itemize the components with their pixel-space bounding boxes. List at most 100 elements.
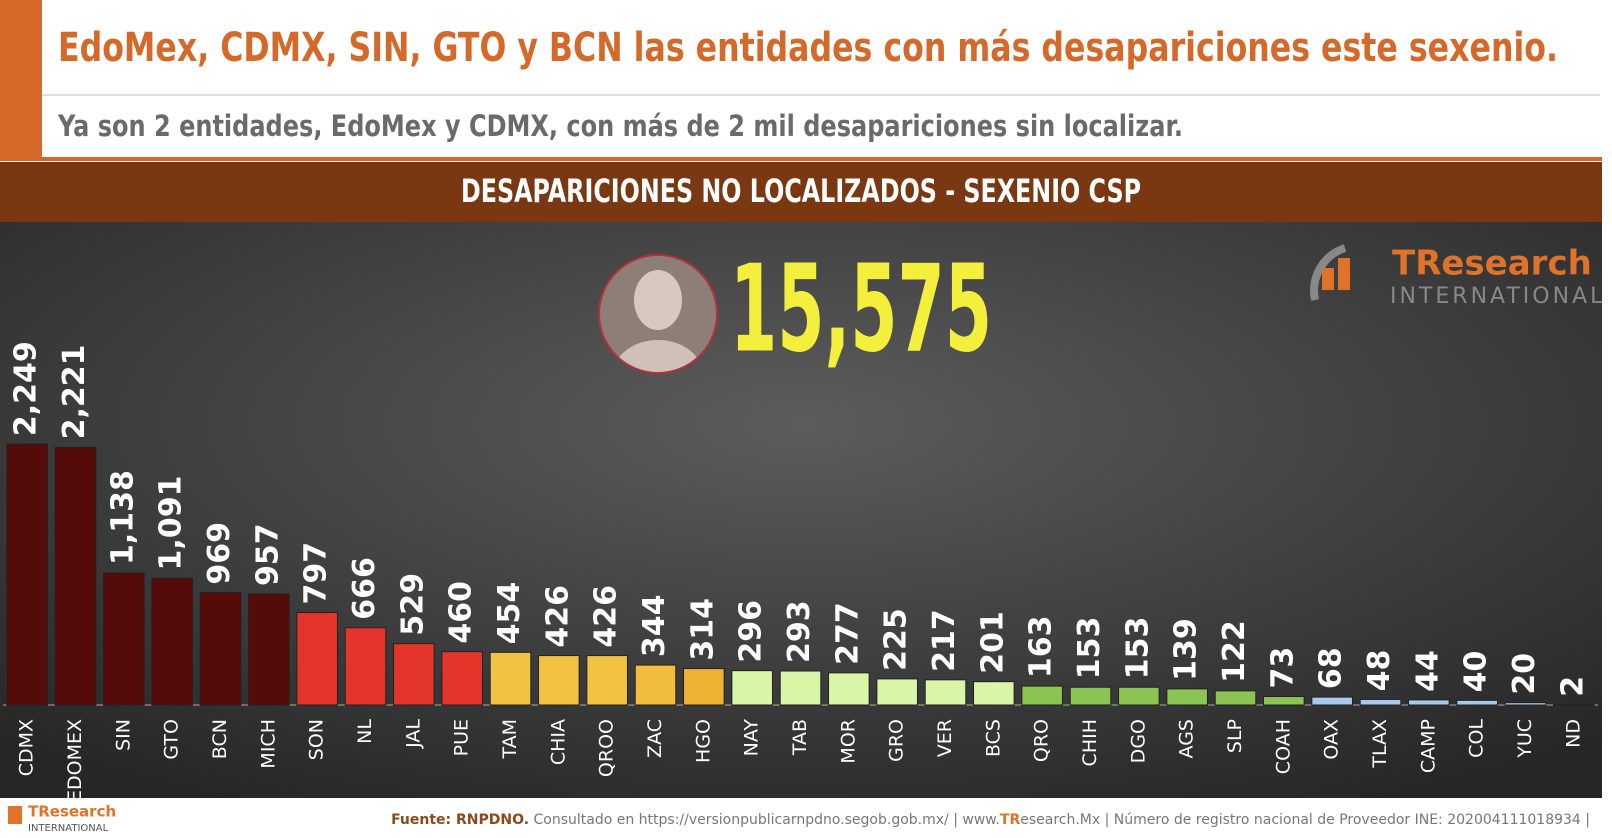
site-rest: esearch.Mx | Número de registro nacional… [1020, 812, 1590, 828]
bar [973, 681, 1015, 706]
banner [0, 162, 1602, 222]
bar [1504, 702, 1547, 706]
bar [6, 443, 48, 706]
subtitle: Ya son 2 entidades, EdoMex y CDMX, con m… [57, 109, 1183, 143]
bar [1118, 686, 1160, 706]
value-label: 217 [927, 609, 962, 672]
value-label: 44 [1410, 650, 1445, 692]
bar [1359, 698, 1402, 706]
logo-icon [1322, 268, 1334, 290]
bar [1408, 699, 1450, 706]
consulted: Consultado en https://versionpublicarnpd… [533, 812, 999, 828]
bars: 2,249 CDMX 2,221 EDOMEX 1,138 SIN 1,091 GTO 969 B… [3, 341, 1598, 802]
value-label: 153 [1072, 617, 1107, 680]
footer-logo-name: TResearch [28, 803, 116, 821]
bar [1214, 690, 1257, 706]
value-label: 293 [782, 600, 817, 663]
x-tick-label: HGO [692, 719, 714, 763]
title: EdoMex, CDMX, SIN, GTO y BCN las entidad… [58, 25, 1558, 71]
x-tick-label: NAY [741, 719, 763, 757]
value-label: 122 [1217, 620, 1252, 683]
value-label: 225 [879, 608, 914, 671]
bar [683, 668, 725, 706]
bar [296, 612, 338, 706]
bar [344, 627, 387, 706]
total: 15,575 [730, 241, 992, 380]
bar [538, 655, 580, 706]
value-label: 2 [1555, 676, 1590, 697]
footer [0, 798, 1612, 838]
logo-icon [1338, 258, 1350, 290]
value-label: 73 [1265, 647, 1300, 689]
bar [1069, 686, 1112, 706]
value-label: 2,249 [9, 341, 44, 436]
x-tick-label: AGS [1176, 719, 1198, 758]
logo-name: TResearch [1392, 244, 1592, 284]
x-tick-label: ND [1562, 719, 1584, 748]
value-label: 201 [975, 611, 1010, 674]
footer-source: Fuente: RNPDNO. Consultado en https://ve… [391, 812, 1590, 828]
bar [828, 672, 870, 706]
value-label: 296 [734, 600, 769, 663]
bar [779, 670, 822, 706]
x-tick-label: TLAX [1369, 719, 1391, 769]
value-label: 40 [1459, 651, 1494, 693]
x-tick-label: OAX [1321, 719, 1343, 760]
logo-tagline: INTERNATIONAL [1390, 284, 1605, 309]
value-label: 20 [1507, 653, 1542, 695]
x-tick-label: BCN [209, 719, 231, 759]
x-tick-label: COL [1466, 719, 1488, 758]
x-tick-label: BCS [982, 719, 1004, 757]
value-label: 460 [444, 581, 479, 644]
value-label: 163 [1024, 615, 1059, 678]
x-tick-label: CHIA [547, 719, 569, 765]
x-tick-label: TAB [789, 719, 811, 756]
footer-logo-tagline: INTERNATIONAL [28, 823, 109, 834]
x-tick-label: MICH [257, 719, 279, 769]
logo-arc [1310, 244, 1347, 301]
accent-strip [0, 0, 42, 160]
x-tick-label: MOR [837, 719, 859, 764]
bar [1021, 685, 1063, 706]
x-tick-label: VER [934, 719, 956, 757]
value-label: 344 [637, 594, 672, 657]
photo [600, 256, 716, 372]
x-tick-label: JAL [402, 719, 424, 749]
bar [634, 664, 677, 706]
x-tick-label: DGO [1127, 719, 1149, 763]
x-tick-label: SIN [112, 719, 134, 751]
x-tick-label: CAMP [1417, 719, 1439, 773]
x-tick-label: EDOMEX [64, 719, 86, 802]
value-label: 314 [685, 598, 720, 661]
value-label: 1,091 [154, 476, 189, 571]
bar [103, 572, 145, 706]
bar [731, 670, 773, 706]
bar [248, 593, 290, 706]
x-tick-label: SLP [1224, 719, 1246, 753]
value-label: 153 [1120, 617, 1155, 680]
bar [489, 651, 532, 706]
value-label: 68 [1314, 647, 1349, 689]
x-tick-label: CHIH [1079, 719, 1101, 766]
bar [586, 655, 628, 706]
x-tick-label: YUC [1514, 719, 1536, 759]
value-label: 2,221 [57, 344, 92, 439]
value-label: 969 [202, 522, 237, 585]
x-tick-label: TAM [499, 719, 521, 760]
bar [441, 651, 483, 706]
footer-logo-icon [8, 806, 22, 824]
value-label: 139 [1169, 618, 1204, 681]
x-tick-label: SON [306, 719, 328, 760]
x-tick-label: ZAC [644, 719, 666, 758]
x-tick-label: GTO [161, 719, 183, 760]
bar [1456, 699, 1498, 706]
value-label: 666 [347, 557, 382, 620]
bar [54, 446, 97, 706]
x-tick-label: QROO [596, 719, 618, 777]
x-tick-label: QRO [1031, 719, 1053, 762]
bar [151, 577, 193, 706]
value-label: 797 [299, 542, 334, 605]
x-tick-label: COAH [1272, 719, 1294, 774]
